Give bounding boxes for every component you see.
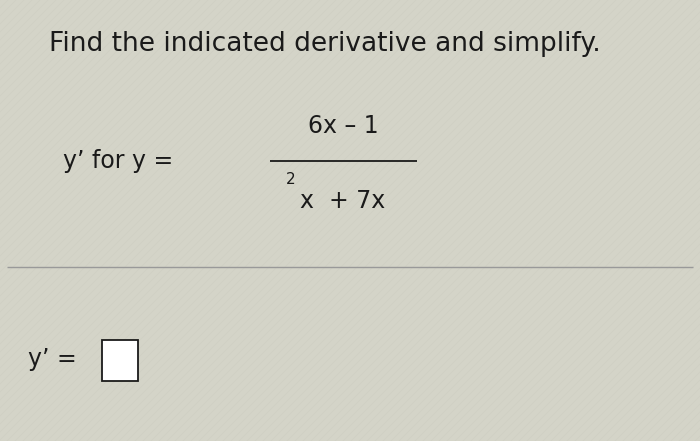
Text: 2: 2 [286,172,295,187]
Text: y’ =: y’ = [28,348,77,371]
Bar [102,340,138,381]
Text: 6x – 1: 6x – 1 [308,114,378,138]
Text: y’ for y =: y’ for y = [63,149,181,173]
Text: Find the indicated derivative and simplify.: Find the indicated derivative and simpli… [49,31,601,57]
Text: x  + 7x: x + 7x [300,189,386,213]
